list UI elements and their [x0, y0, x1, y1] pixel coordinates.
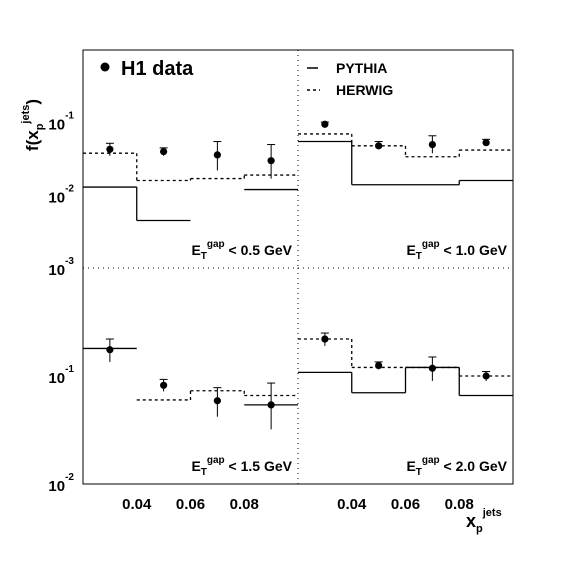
legend-label-h1: H1 data	[121, 58, 194, 80]
cut-label-rest: < 1.0 GeV	[440, 242, 508, 258]
panel-cut-label: ETgap < 1.0 GeV	[406, 239, 507, 262]
h1-data-point	[375, 361, 383, 370]
y-title-sup: jets	[20, 105, 32, 125]
y-tick-exp: -1	[65, 111, 74, 122]
cut-label-sub: T	[416, 467, 422, 478]
panel-bottom-right: ETgap < 2.0 GeV	[298, 268, 514, 485]
y-tick-exp: -1	[65, 364, 74, 375]
h1-data-point	[106, 145, 114, 153]
cut-label-main: E	[191, 458, 200, 474]
h1-data-point	[428, 364, 436, 372]
y-tick-base: 10	[48, 262, 65, 279]
x-tick-label: 0.08	[445, 496, 474, 513]
y-title-sub: p	[34, 123, 46, 130]
cut-label-sup: gap	[207, 455, 225, 466]
panel-top-left: ETgap < 0.5 GeV	[83, 50, 299, 269]
h1-data-point	[321, 335, 329, 343]
x-title-main: x	[466, 511, 476, 531]
y-tick-base: 10	[48, 117, 65, 134]
h1-data-point	[160, 381, 168, 389]
legend-label-herwig: HERWIG	[336, 82, 393, 98]
panel-cut-label: ETgap < 2.0 GeV	[406, 455, 507, 478]
legend-label-pythia: PYTHIA	[336, 60, 387, 76]
x-tick-label: 0.06	[176, 496, 205, 513]
y-tick-exp: -3	[65, 256, 74, 267]
cut-label-sub: T	[416, 251, 422, 262]
x-tick-label: 0.06	[391, 496, 420, 513]
x-axis-label: xp jets	[466, 507, 502, 535]
cut-label-main: E	[191, 242, 200, 258]
h1-data-point	[106, 346, 114, 354]
legend: H1 data PYTHIA HERWIG	[100, 58, 393, 98]
panel-cut-label: ETgap < 0.5 GeV	[191, 239, 292, 262]
legend-marker-h1	[100, 62, 110, 72]
cut-label-sub: T	[201, 251, 207, 262]
cut-label-main: E	[406, 242, 415, 258]
h1-data-point	[160, 147, 168, 156]
y-axis-title: f(xpjets)	[20, 99, 46, 151]
x-tick-labels: 0.04 0.06 0.08 0.04 0.06 0.08	[122, 496, 474, 513]
cut-label-sup: gap	[422, 239, 440, 250]
panel-bottom-left: ETgap < 1.5 GeV	[83, 268, 299, 485]
cut-label-sup: gap	[422, 455, 440, 466]
y-tick-exp: -2	[65, 472, 74, 483]
cut-label-sup: gap	[207, 239, 225, 250]
h1-data-point	[321, 120, 329, 128]
y-title-close: )	[23, 99, 42, 105]
y-tick-base: 10	[48, 189, 65, 206]
h1-data-point	[375, 142, 383, 150]
y-tick-label: 10-3	[48, 256, 74, 279]
panel-top-right: ETgap < 1.0 GeV	[298, 50, 514, 269]
h1-data-point	[267, 157, 275, 165]
cut-label-rest: < 2.0 GeV	[440, 458, 508, 474]
cut-label-rest: < 1.5 GeV	[225, 458, 293, 474]
cut-label-rest: < 0.5 GeV	[225, 242, 293, 258]
y-tick-label: 10-2	[48, 472, 74, 495]
h1-data-point	[482, 372, 490, 380]
panel-cut-label: ETgap < 1.5 GeV	[191, 455, 292, 478]
y-tick-label: 10-1	[48, 364, 74, 387]
y-tick-label: 10-2	[48, 183, 74, 206]
h1-data-point	[267, 401, 275, 409]
x-title-sup: jets	[482, 507, 502, 519]
h1-data-point	[213, 151, 221, 159]
cut-label-main: E	[406, 458, 415, 474]
x-title-sub: p	[476, 523, 483, 535]
h1-data-point	[482, 139, 490, 147]
x-tick-label: 0.04	[122, 496, 152, 513]
x-tick-label: 0.04	[337, 496, 367, 513]
x-tick-label: 0.08	[230, 496, 259, 513]
x-axis-title: xp jets	[466, 507, 502, 535]
y-axis-label: f(xpjets)	[20, 99, 46, 151]
y-tick-label: 10-1	[48, 111, 74, 134]
cut-label-sub: T	[201, 467, 207, 478]
h1-data-point	[428, 140, 436, 149]
y-tick-exp: -2	[65, 183, 74, 194]
y-tick-base: 10	[48, 478, 65, 495]
y-title-main: f(x	[23, 130, 42, 151]
h1-data-point	[213, 397, 221, 405]
y-tick-base: 10	[48, 370, 65, 387]
